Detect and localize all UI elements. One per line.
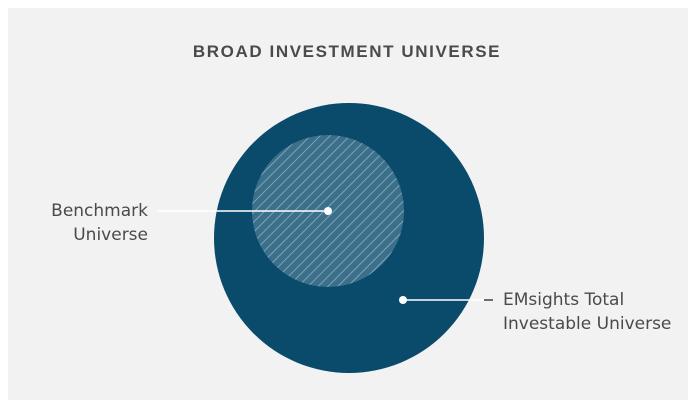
total-leader-dot bbox=[399, 296, 407, 304]
benchmark-universe-label: Benchmark Universe bbox=[51, 199, 148, 247]
benchmark-leader-dot bbox=[324, 207, 332, 215]
benchmark-label-line1: Benchmark bbox=[51, 201, 148, 221]
benchmark-label-line2: Universe bbox=[73, 225, 148, 245]
total-investable-universe-label: EMsights Total Investable Universe bbox=[503, 288, 671, 336]
total-label-line2: Investable Universe bbox=[503, 314, 672, 334]
total-label-line1: EMsights Total bbox=[503, 290, 625, 310]
diagram-title: BROAD INVESTMENT UNIVERSE bbox=[192, 42, 502, 61]
